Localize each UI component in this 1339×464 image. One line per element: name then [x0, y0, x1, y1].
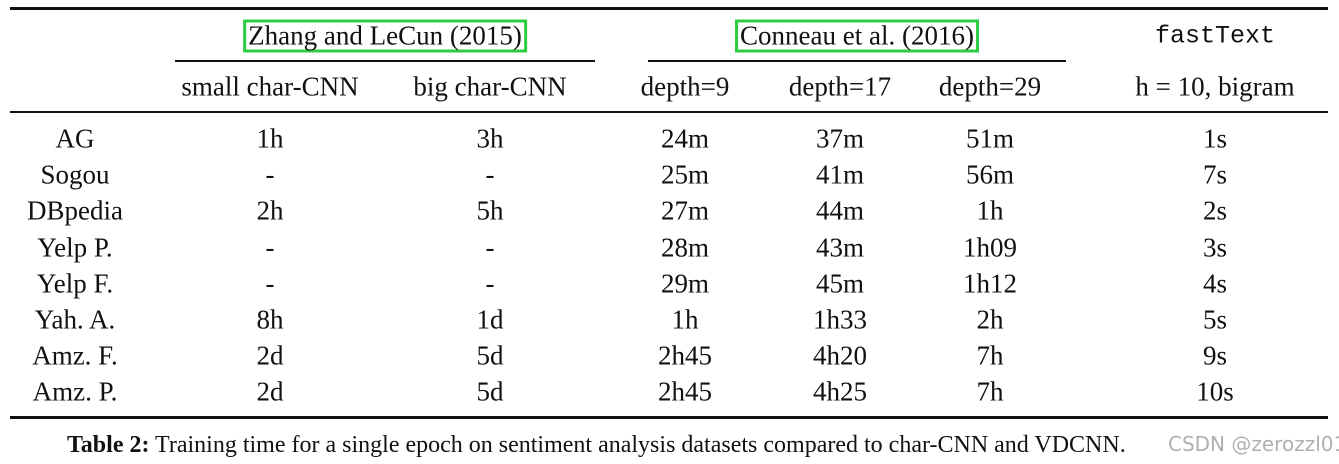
row-label: Yelp F. — [36, 268, 114, 299]
cell: 56m — [965, 159, 1015, 190]
cell: 2s — [1202, 195, 1228, 226]
group-rule — [648, 60, 1066, 62]
cell: 1h33 — [813, 304, 867, 335]
cell: 51m — [965, 123, 1015, 154]
row-label: Sogou — [40, 159, 110, 190]
cell: 1h — [671, 304, 699, 335]
cell: 7h — [976, 340, 1004, 371]
cell: 4h20 — [813, 340, 867, 371]
cell: 7h — [976, 376, 1004, 407]
cell: 4h25 — [813, 376, 867, 407]
cell: 5s — [1202, 304, 1228, 335]
row-label: Amz. P. — [32, 376, 118, 407]
cell: 27m — [660, 195, 710, 226]
cell: 1h09 — [963, 232, 1017, 263]
row-label: AG — [55, 123, 95, 154]
cell: 1h12 — [963, 268, 1017, 299]
cell: - — [485, 232, 495, 263]
cell: - — [265, 159, 275, 190]
row-label: DBpedia — [27, 195, 123, 226]
cell: 29m — [660, 268, 710, 299]
cell: 24m — [660, 123, 710, 154]
cell: 2h45 — [658, 340, 712, 371]
cell: 5h — [476, 195, 504, 226]
cell: 1s — [1202, 123, 1228, 154]
group-header: fastText — [1154, 21, 1276, 51]
cell: 43m — [815, 232, 865, 263]
caption-label: Table 2: — [67, 432, 150, 458]
cell: - — [265, 268, 275, 299]
cell: 2h45 — [658, 376, 712, 407]
cell: - — [265, 232, 275, 263]
cell: 3s — [1202, 232, 1228, 263]
citation-link[interactable]: Conneau et al. (2016) — [735, 19, 979, 53]
cell: 5d — [476, 376, 504, 407]
column-header: small char-CNN — [181, 71, 359, 102]
cell: 37m — [815, 123, 865, 154]
cell: 1h — [256, 123, 284, 154]
cell: 2d — [256, 376, 284, 407]
cell: 9s — [1202, 340, 1228, 371]
cell: 10s — [1196, 376, 1234, 407]
bottom-rule — [10, 416, 1328, 419]
column-header: depth=17 — [788, 71, 892, 102]
citation-link[interactable]: Zhang and LeCun (2015) — [243, 19, 527, 53]
cell: 25m — [660, 159, 710, 190]
caption: Table 2: Training time for a single epoc… — [67, 432, 1126, 459]
cell: 2h — [256, 195, 284, 226]
group-rule — [175, 60, 595, 62]
column-header: depth=29 — [938, 71, 1042, 102]
row-label: Amz. F. — [32, 340, 118, 371]
watermark: CSDN @zerozzl01 — [1168, 432, 1339, 456]
cell: 41m — [815, 159, 865, 190]
cell: 44m — [815, 195, 865, 226]
cell: 2d — [256, 340, 284, 371]
cell: 8h — [256, 304, 284, 335]
row-label: Yelp P. — [37, 232, 113, 263]
cell: 7s — [1202, 159, 1228, 190]
cell: - — [485, 268, 495, 299]
column-header: big char-CNN — [413, 71, 567, 102]
cell: - — [485, 159, 495, 190]
top-rule — [10, 7, 1328, 10]
cell: 5d — [476, 340, 504, 371]
header-rule — [10, 111, 1328, 113]
cell: 1d — [476, 304, 504, 335]
cell: 2h — [976, 304, 1004, 335]
cell: 3h — [476, 123, 504, 154]
row-label: Yah. A. — [34, 304, 116, 335]
column-header: h = 10, bigram — [1135, 71, 1295, 102]
caption-text: Training time for a single epoch on sent… — [155, 432, 1126, 458]
cell: 28m — [660, 232, 710, 263]
column-header: depth=9 — [640, 71, 730, 102]
cell: 1h — [976, 195, 1004, 226]
cell: 45m — [815, 268, 865, 299]
cell: 4s — [1202, 268, 1228, 299]
